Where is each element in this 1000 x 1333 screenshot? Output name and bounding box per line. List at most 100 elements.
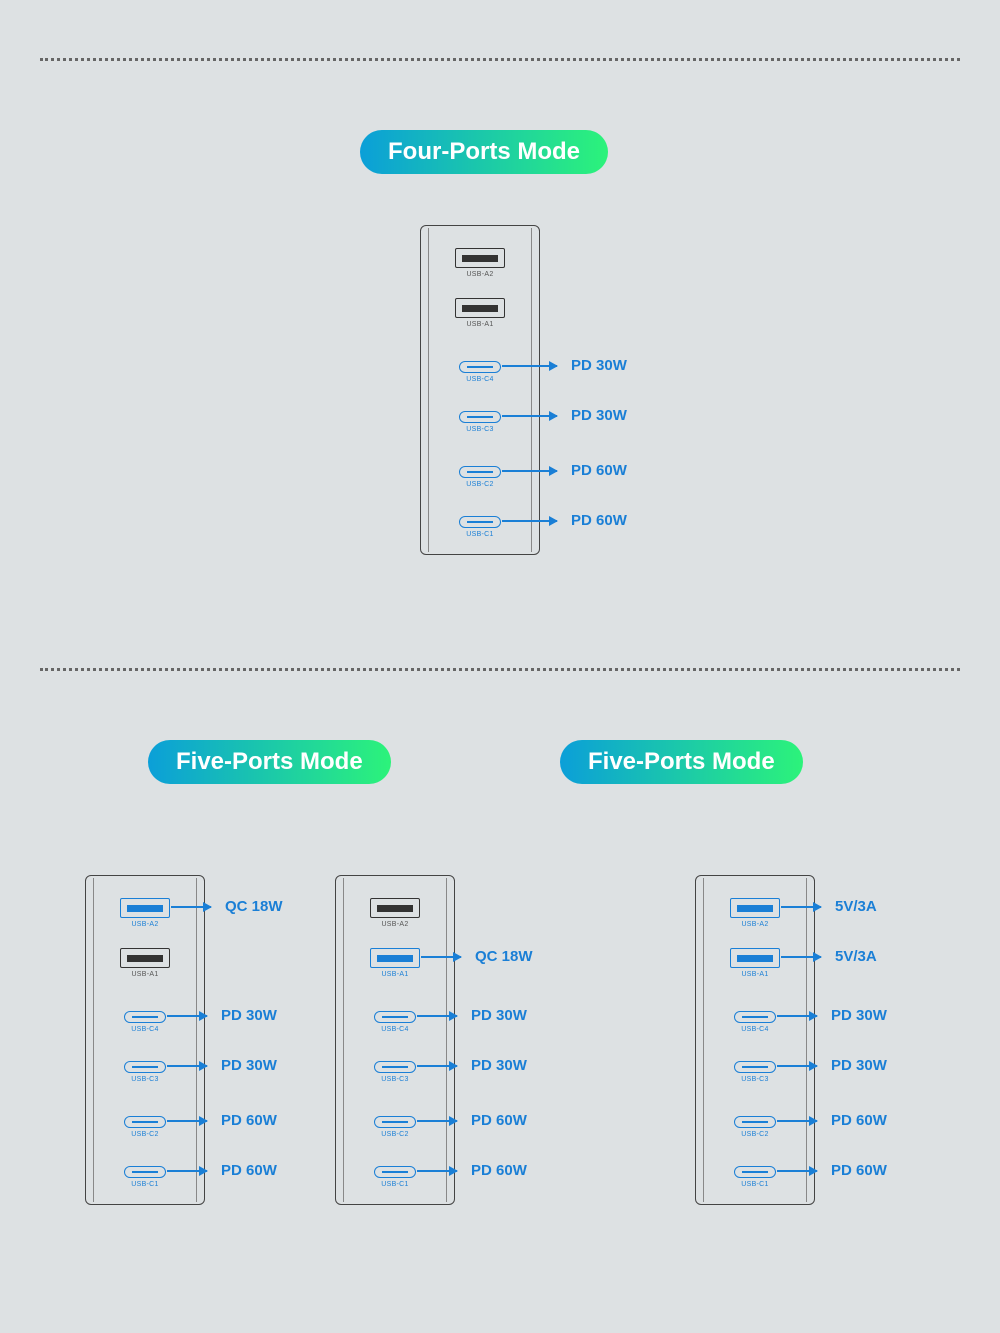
port-label: USB-A2 [696, 921, 814, 928]
port-label: USB-C2 [421, 481, 539, 488]
port-label: USB-C3 [421, 426, 539, 433]
arrow-icon [171, 906, 211, 908]
port-label: USB-C2 [86, 1131, 204, 1138]
usb-c-port-icon [124, 1116, 166, 1128]
port-usb-a2: USB-A2 [421, 248, 539, 278]
arrow-icon [417, 1170, 457, 1172]
mode-badge: Four-Ports Mode [360, 130, 608, 174]
usb-c-port-icon [734, 1116, 776, 1128]
power-callout: PD 30W [471, 1057, 527, 1074]
power-callout: PD 30W [571, 357, 627, 374]
port-label: USB-A2 [421, 271, 539, 278]
port-label: USB-C4 [421, 376, 539, 383]
arrow-icon [777, 1170, 817, 1172]
arrow-icon [781, 956, 821, 958]
divider-top [40, 58, 960, 61]
usb-c-port-icon [459, 411, 501, 423]
usb-a-port-icon [455, 298, 505, 318]
port-label: USB-C4 [696, 1026, 814, 1033]
port-label: USB-A2 [336, 921, 454, 928]
arrow-icon [781, 906, 821, 908]
port-usb-a2: USB-A2 [336, 898, 454, 928]
usb-c-port-icon [374, 1116, 416, 1128]
port-label: USB-C1 [696, 1181, 814, 1188]
power-callout: PD 60W [831, 1162, 887, 1179]
power-callout: PD 60W [571, 462, 627, 479]
arrow-icon [417, 1015, 457, 1017]
arrow-icon [502, 365, 557, 367]
arrow-icon [417, 1120, 457, 1122]
charger-five_ports_a: USB-A2 USB-A1 USB-C4 USB-C3 USB-C2 USB-C1 [85, 875, 205, 1205]
infographic-canvas: Four-Ports Mode Five-Ports Mode Five-Ports… [0, 0, 1000, 1333]
usb-c-port-icon [374, 1061, 416, 1073]
port-label: USB-C1 [86, 1181, 204, 1188]
charger-six_ports: USB-A2 USB-A1 USB-C4 USB-C3 USB-C2 USB-C1 [695, 875, 815, 1205]
port-label: USB-C1 [336, 1181, 454, 1188]
mode-badge: Five-Ports Mode [148, 740, 391, 784]
power-callout: PD 60W [571, 512, 627, 529]
power-callout: PD 60W [221, 1112, 277, 1129]
usb-a-port-icon [455, 248, 505, 268]
power-callout: PD 30W [221, 1007, 277, 1024]
power-callout: PD 30W [221, 1057, 277, 1074]
port-label: USB-C4 [336, 1026, 454, 1033]
usb-a-port-icon [120, 898, 170, 918]
port-label: USB-A1 [696, 971, 814, 978]
usb-a-port-icon [120, 948, 170, 968]
mode-badge: Five-Ports Mode [560, 740, 803, 784]
port-usb-a2: USB-A2 [696, 898, 814, 928]
charger-five_ports_b: USB-A2 USB-A1 USB-C4 USB-C3 USB-C2 USB-C1 [335, 875, 455, 1205]
usb-c-port-icon [459, 466, 501, 478]
port-label: USB-A2 [86, 921, 204, 928]
port-label: USB-C4 [86, 1026, 204, 1033]
port-usb-a1: USB-A1 [696, 948, 814, 978]
power-callout: PD 60W [471, 1162, 527, 1179]
power-callout: PD 30W [831, 1057, 887, 1074]
usb-c-port-icon [124, 1011, 166, 1023]
port-label: USB-C2 [336, 1131, 454, 1138]
power-callout: PD 60W [471, 1112, 527, 1129]
port-label: USB-A1 [336, 971, 454, 978]
usb-a-port-icon [730, 898, 780, 918]
port-label: USB-A1 [421, 321, 539, 328]
port-usb-a1: USB-A1 [86, 948, 204, 978]
power-callout: PD 30W [831, 1007, 887, 1024]
arrow-icon [167, 1120, 207, 1122]
power-callout: 5V/3A [835, 898, 877, 915]
arrow-icon [417, 1065, 457, 1067]
usb-c-port-icon [374, 1166, 416, 1178]
arrow-icon [502, 415, 557, 417]
port-label: USB-C3 [336, 1076, 454, 1083]
usb-c-port-icon [734, 1011, 776, 1023]
arrow-icon [502, 520, 557, 522]
port-usb-a1: USB-A1 [336, 948, 454, 978]
arrow-icon [777, 1015, 817, 1017]
power-callout: 5V/3A [835, 948, 877, 965]
port-label: USB-C3 [86, 1076, 204, 1083]
arrow-icon [777, 1120, 817, 1122]
power-callout: QC 18W [225, 898, 283, 915]
usb-a-port-icon [370, 948, 420, 968]
port-label: USB-C3 [696, 1076, 814, 1083]
port-label: USB-C2 [696, 1131, 814, 1138]
usb-c-port-icon [734, 1166, 776, 1178]
arrow-icon [167, 1065, 207, 1067]
usb-c-port-icon [124, 1061, 166, 1073]
usb-c-port-icon [124, 1166, 166, 1178]
usb-c-port-icon [459, 361, 501, 373]
arrow-icon [167, 1015, 207, 1017]
arrow-icon [167, 1170, 207, 1172]
port-label: USB-C1 [421, 531, 539, 538]
power-callout: PD 60W [831, 1112, 887, 1129]
usb-c-port-icon [374, 1011, 416, 1023]
usb-c-port-icon [459, 516, 501, 528]
arrow-icon [777, 1065, 817, 1067]
port-usb-a1: USB-A1 [421, 298, 539, 328]
port-usb-a2: USB-A2 [86, 898, 204, 928]
usb-a-port-icon [730, 948, 780, 968]
arrow-icon [421, 956, 461, 958]
divider-bottom [40, 668, 960, 671]
charger-four_ports: USB-A2 USB-A1 USB-C4 USB-C3 USB-C2 USB-C1 [420, 225, 540, 555]
arrow-icon [502, 470, 557, 472]
power-callout: PD 60W [221, 1162, 277, 1179]
